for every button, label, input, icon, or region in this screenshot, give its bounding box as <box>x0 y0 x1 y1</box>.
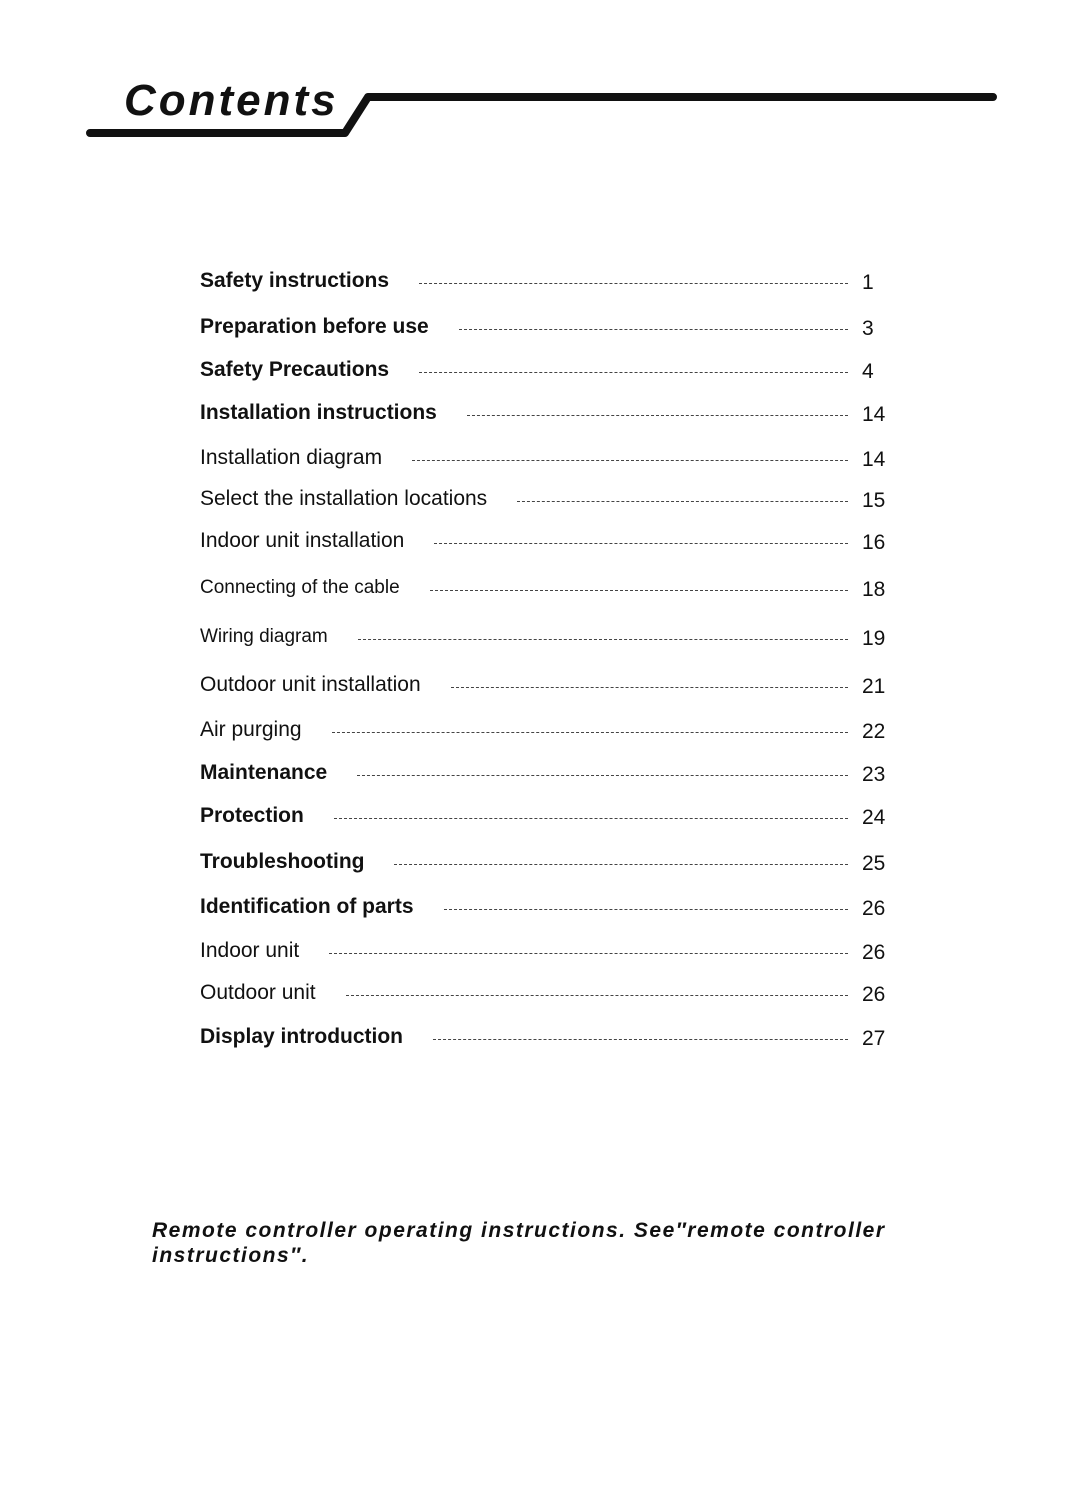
dot-leader <box>443 908 848 910</box>
toc-entry-label: Maintenance <box>200 761 328 784</box>
page-title: Contents <box>124 76 339 125</box>
toc-entry[interactable]: Troubleshooting 25 <box>200 848 890 876</box>
toc-entry[interactable]: Select the installation locations 15 <box>200 485 890 513</box>
toc-entry-label: Safety instructions <box>200 269 390 292</box>
toc-entry-label: Safety Precautions <box>200 358 390 381</box>
dot-leader <box>412 459 848 461</box>
toc-entry-label: Select the installation locations <box>200 487 488 510</box>
toc-entry-label: Troubleshooting <box>200 850 365 873</box>
toc-entry-label: Identification of parts <box>200 895 414 918</box>
toc-entry-page: 1 <box>862 271 874 294</box>
dot-leader <box>331 731 848 733</box>
toc-entry-page: 14 <box>862 448 886 471</box>
toc-entry[interactable]: Maintenance 23 <box>200 759 890 787</box>
dot-leader <box>357 638 848 640</box>
dot-leader <box>333 817 848 819</box>
dot-leader <box>433 1038 848 1040</box>
dot-leader <box>450 686 848 688</box>
toc-entry[interactable]: Installation diagram 14 <box>200 444 890 472</box>
dot-leader <box>466 414 848 416</box>
toc-entry-page: 19 <box>862 627 886 650</box>
toc-entry-page: 18 <box>862 578 886 601</box>
toc-entry-label: Installation diagram <box>200 446 383 469</box>
toc-entry-page: 21 <box>862 675 886 698</box>
footer-note: Remote controller operating instructions… <box>152 1219 886 1267</box>
toc-entry[interactable]: Indoor unit 26 <box>200 937 890 965</box>
toc-entry-label: Preparation before use <box>200 315 429 338</box>
dot-leader <box>329 952 848 954</box>
toc-entry[interactable]: Outdoor unit installation 21 <box>200 671 890 699</box>
dot-leader <box>434 542 848 544</box>
toc-entry-label: Display introduction <box>200 1025 404 1048</box>
toc-entry[interactable]: Display introduction 27 <box>200 1023 890 1051</box>
toc-entry-page: 26 <box>862 897 886 920</box>
dot-leader <box>419 282 848 284</box>
toc-entry-page: 16 <box>862 531 886 554</box>
toc-entry-page: 27 <box>862 1027 886 1050</box>
toc-entry[interactable]: Indoor unit installation 16 <box>200 527 890 555</box>
toc-entry-page: 4 <box>862 360 874 383</box>
toc-entry-label: Indoor unit installation <box>200 529 405 552</box>
dot-leader <box>458 328 848 330</box>
toc-entry[interactable]: Safety instructions 1 <box>200 267 890 295</box>
toc-entry-page: 25 <box>862 852 886 875</box>
toc-entry-page: 23 <box>862 763 886 786</box>
toc-entry[interactable]: Safety Precautions 4 <box>200 356 890 384</box>
toc-entry-page: 26 <box>862 941 886 964</box>
toc-entry-label: Wiring diagram <box>200 626 328 647</box>
toc-entry[interactable]: Installation instructions 14 <box>200 399 890 427</box>
toc-entry-label: Air purging <box>200 718 302 741</box>
toc-entry[interactable]: Air purging 22 <box>200 716 890 744</box>
toc-entry[interactable]: Outdoor unit 26 <box>200 979 890 1007</box>
dot-leader <box>357 774 848 776</box>
toc-entry-page: 3 <box>862 317 874 340</box>
dot-leader <box>345 994 848 996</box>
dot-leader <box>429 589 848 591</box>
dot-leader <box>394 863 848 865</box>
toc-entry-label: Outdoor unit installation <box>200 673 421 696</box>
dot-leader <box>419 371 848 373</box>
toc-entry[interactable]: Wiring diagram 19 <box>200 623 890 651</box>
dot-leader <box>517 500 848 502</box>
toc-entry-label: Outdoor unit <box>200 981 316 1004</box>
toc-entry-label: Indoor unit <box>200 939 300 962</box>
toc-entry-label: Connecting of the cable <box>200 577 400 598</box>
toc-entry[interactable]: Protection 24 <box>200 802 890 830</box>
header-rule <box>86 93 997 137</box>
toc-entry-page: 14 <box>862 403 886 426</box>
toc-entry[interactable]: Preparation before use 3 <box>200 313 890 341</box>
toc-entry-label: Protection <box>200 804 304 827</box>
toc-entry[interactable]: Identification of parts 26 <box>200 893 890 921</box>
toc-entry-label: Installation instructions <box>200 401 437 424</box>
toc-entry-page: 15 <box>862 489 886 512</box>
toc-entry-page: 26 <box>862 983 886 1006</box>
toc-entry-page: 22 <box>862 720 886 743</box>
toc-entry-page: 24 <box>862 806 886 829</box>
toc-entry[interactable]: Connecting of the cable 18 <box>200 574 890 602</box>
